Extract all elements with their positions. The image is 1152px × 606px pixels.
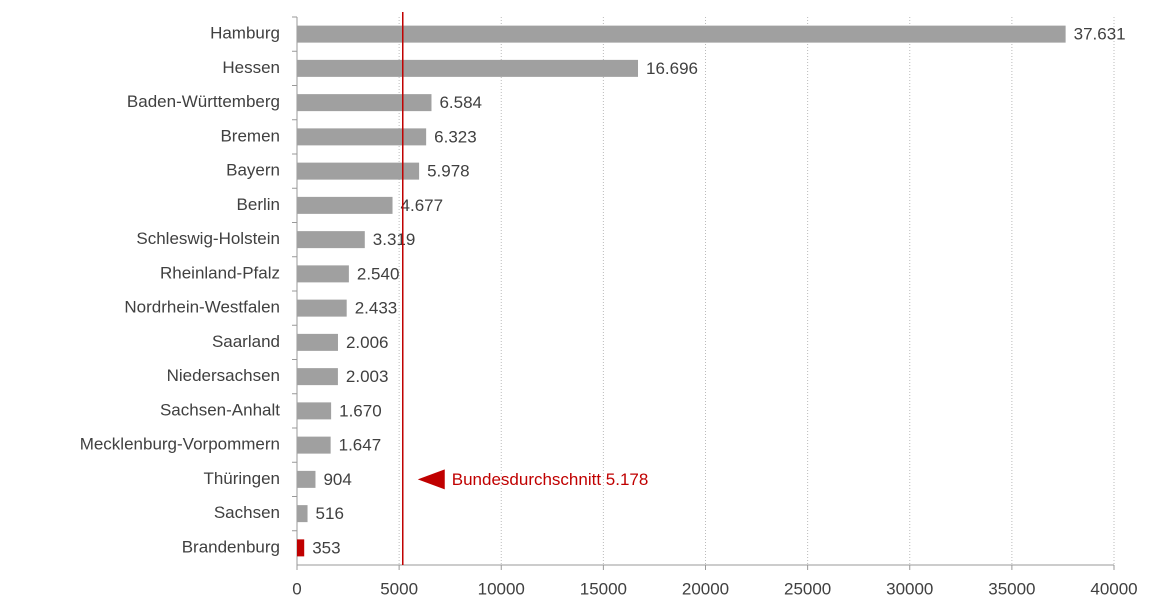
y-tick-label: Hessen [222,58,280,77]
y-tick-label: Bremen [220,126,280,145]
bar [297,299,347,317]
annotation: Bundesdurchschnitt 5.178 [452,470,649,489]
bar [297,333,338,351]
value-label: 516 [316,504,344,523]
y-tick-label: Mecklenburg-Vorpommern [80,435,280,454]
bar [297,402,332,420]
x-tick-label: 5000 [380,579,418,598]
value-label: 4.677 [401,196,444,215]
y-tick-label: Thüringen [203,469,280,488]
bar [297,231,365,249]
value-label: 16.696 [646,59,698,78]
x-tick-label: 10000 [478,579,525,598]
bar [297,368,338,386]
bar [297,505,308,523]
value-label: 2.006 [346,333,389,352]
y-tick-label: Saarland [212,332,280,351]
y-tick-label: Sachsen [214,503,280,522]
y-tick-label: Schleswig-Holstein [136,229,280,248]
value-label: 353 [312,538,340,557]
value-label: 1.670 [339,401,382,420]
y-tick-label: Nordrhein-Westfalen [124,298,280,317]
bar [297,162,420,180]
value-label: 5.978 [427,162,470,181]
value-label: 6.323 [434,127,477,146]
bar [297,128,427,146]
bar [297,539,305,557]
y-tick-label: Sachsen-Anhalt [160,400,280,419]
value-label: 1.647 [339,436,382,455]
x-tick-label: 0 [292,579,301,598]
y-tick-label: Rheinland-Pfalz [160,263,280,282]
value-label: 2.003 [346,367,389,386]
bar [297,94,432,112]
value-label: 3.319 [373,230,416,249]
x-tick-label: 35000 [988,579,1035,598]
value-label: 37.631 [1074,25,1126,44]
y-tick-label: Niedersachsen [167,366,280,385]
y-tick-label: Brandenburg [182,537,280,556]
y-tick-label: Baden-Württemberg [127,92,280,111]
y-tick-label: Hamburg [210,24,280,43]
bar [297,59,639,77]
y-tick-label: Berlin [237,195,280,214]
bar [297,265,349,283]
x-tick-label: 15000 [580,579,627,598]
bar [297,196,393,214]
value-label: 2.540 [357,264,400,283]
value-label: 6.584 [439,93,482,112]
x-tick-label: 20000 [682,579,729,598]
annotation-arrow [417,469,445,490]
y-tick-label: Bayern [226,161,280,180]
x-tick-label: 25000 [784,579,831,598]
value-label: 904 [323,470,351,489]
bar [297,25,1066,43]
bar [297,470,316,488]
value-label: 2.433 [355,299,398,318]
bar [297,436,331,454]
x-tick-label: 40000 [1090,579,1137,598]
x-tick-label: 30000 [886,579,933,598]
